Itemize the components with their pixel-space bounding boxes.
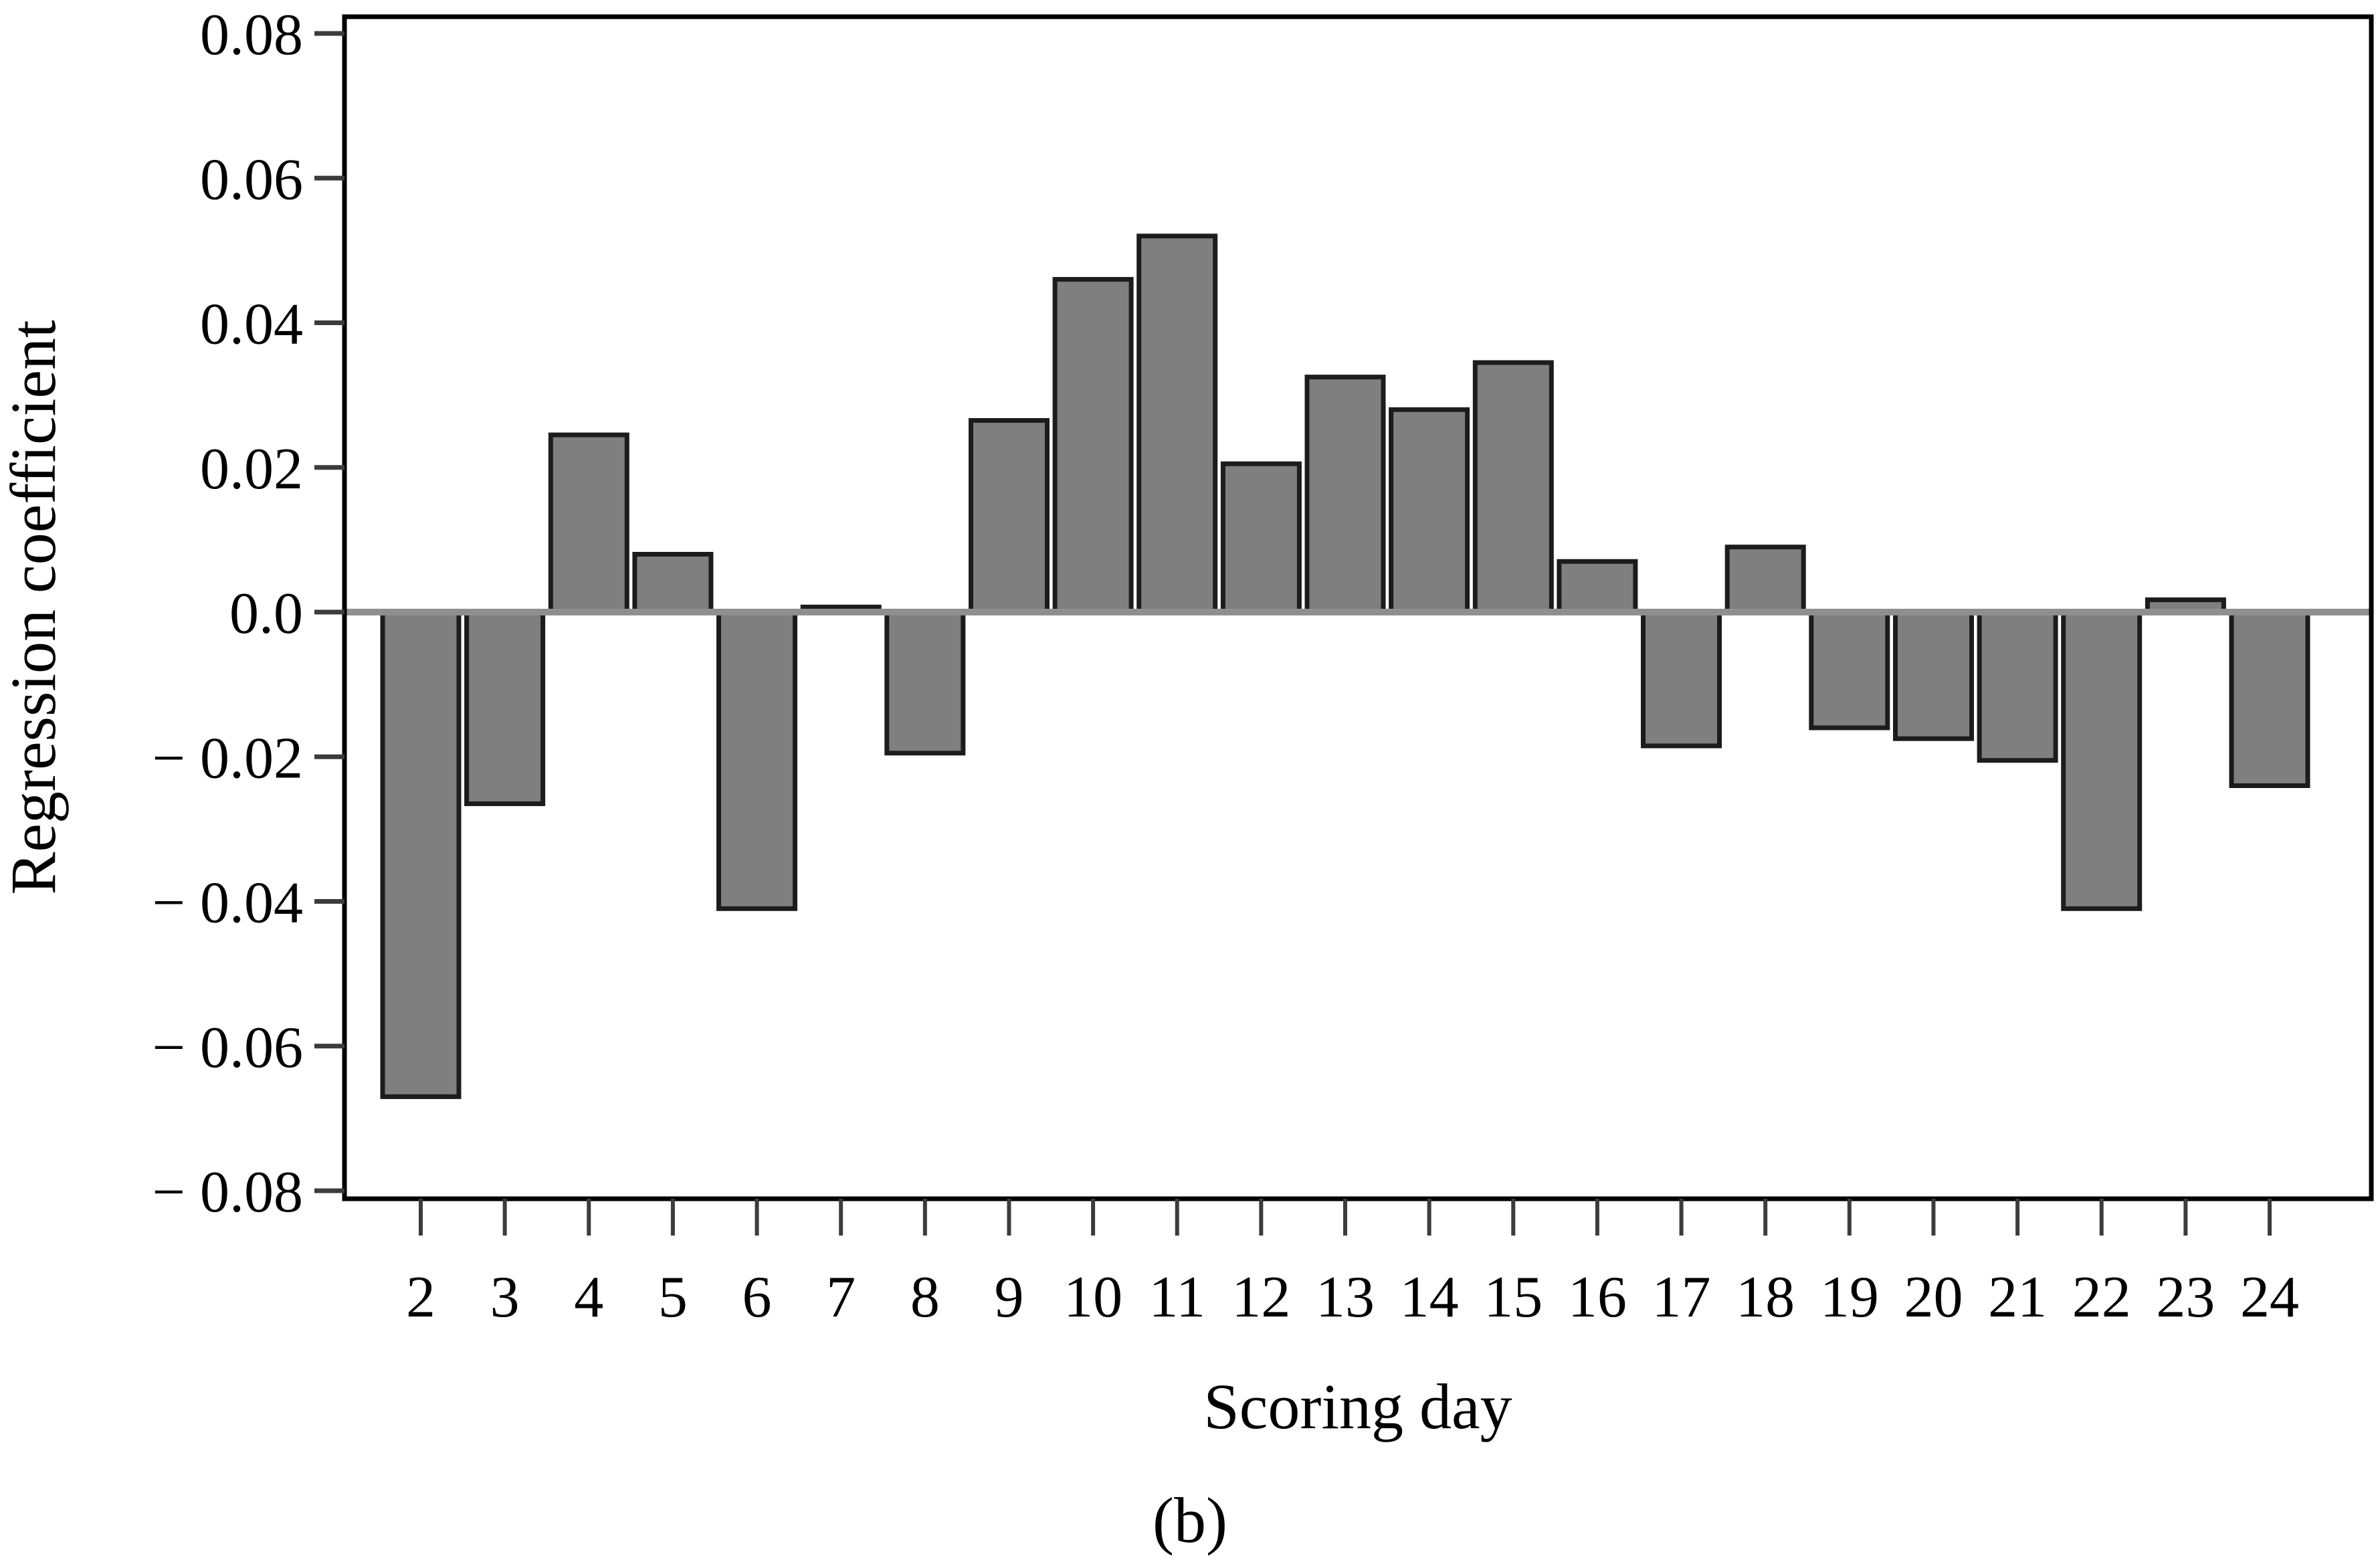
bar-day-24 [2229,609,2310,788]
bar-day-20 [1893,609,1974,741]
figure-caption: (b) [1153,1484,1227,1556]
x-tick-label-15: 15 [1484,1265,1543,1330]
x-tick-label-18: 18 [1736,1265,1795,1330]
x-tick-label-17: 17 [1652,1265,1711,1330]
bar-day-17 [1641,609,1722,749]
bars-layer [380,233,2310,1099]
x-tick-label-2: 2 [406,1265,435,1330]
x-tick-label-4: 4 [574,1265,603,1330]
bar-day-3 [464,609,546,806]
bar-day-4 [548,432,629,615]
x-tick-label-16: 16 [1568,1265,1627,1330]
x-tick-label-24: 24 [2240,1265,2299,1330]
x-tick-label-8: 8 [910,1265,940,1330]
x-tick-label-12: 12 [1231,1265,1290,1330]
y-tick-label-− 0.02: − 0.02 [152,726,303,791]
x-tick-label-23: 23 [2156,1265,2215,1330]
bar-day-18 [1724,545,1806,615]
bar-day-21 [1977,609,2058,763]
bar-day-10 [1052,277,1134,615]
x-tick-label-13: 13 [1316,1265,1375,1330]
x-tick-label-5: 5 [658,1265,688,1330]
bar-day-12 [1220,461,1302,615]
bar-day-2 [380,609,462,1099]
plot-frame [342,14,2374,1201]
y-axis-title: Regression coefficient [0,320,69,895]
x-tick-label-20: 20 [1904,1265,1963,1330]
bar-day-9 [969,418,1050,615]
x-tick-label-11: 11 [1149,1265,1205,1330]
y-tick-label-− 0.08: − 0.08 [152,1160,303,1225]
y-tick-label-0.06: 0.06 [200,147,303,212]
x-tick-label-7: 7 [826,1265,856,1330]
bar-day-19 [1809,609,1890,731]
bar-day-15 [1472,360,1554,615]
x-tick-label-6: 6 [742,1265,772,1330]
bar-day-6 [716,609,797,911]
axis-layer [314,14,2374,1236]
x-axis-title: Scoring day [1203,1371,1512,1442]
y-tick-label-0.04: 0.04 [200,292,303,357]
tick-label-layer: 0.08 0.06 0.04 0.02 0.0 − 0.02 − 0.04 − 0.06 − 0… [152,3,2299,1330]
x-tick-label-9: 9 [994,1265,1023,1330]
bar-day-11 [1136,233,1218,615]
bar-day-5 [632,552,714,615]
bar-day-13 [1304,375,1386,615]
x-tick-label-14: 14 [1400,1265,1459,1330]
y-tick-label-− 0.04: − 0.04 [152,871,303,936]
x-tick-label-21: 21 [1988,1265,2047,1330]
bar-day-14 [1389,407,1470,615]
x-tick-label-10: 10 [1064,1265,1122,1330]
x-tick-label-3: 3 [490,1265,520,1330]
y-tick-label-0.0: 0.0 [229,581,303,646]
bar-day-22 [2061,609,2143,911]
x-tick-label-19: 19 [1820,1265,1879,1330]
x-tick-label-22: 22 [2072,1265,2131,1330]
bar-day-16 [1557,559,1638,615]
bar-day-8 [884,609,966,756]
y-tick-label-− 0.06: − 0.06 [152,1015,303,1080]
y-tick-label-0.02: 0.02 [200,437,303,502]
y-tick-label-0.08: 0.08 [200,3,303,68]
